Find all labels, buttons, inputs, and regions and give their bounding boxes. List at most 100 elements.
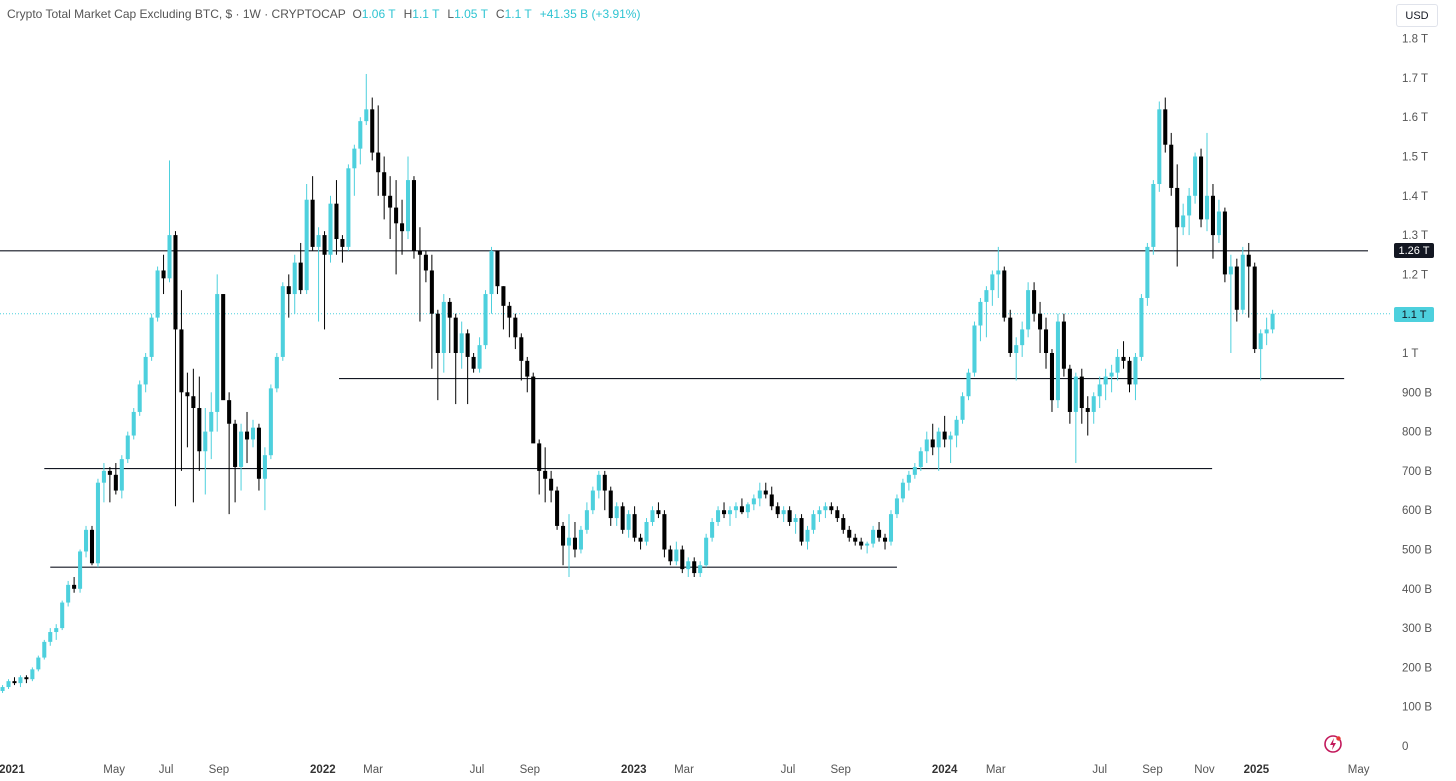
time-tick-label: Sep (830, 764, 850, 776)
candle-body (692, 561, 697, 574)
candle (638, 533, 643, 550)
candle-body (1103, 376, 1108, 385)
candle-body (215, 294, 220, 412)
candle (650, 506, 655, 526)
candle-body (161, 270, 166, 279)
candle (805, 525, 810, 550)
candle-body (930, 439, 935, 448)
open-value: 1.06 T (361, 7, 396, 21)
candle-body (310, 199, 315, 247)
candle-body (18, 677, 23, 684)
candle-body (36, 657, 41, 670)
candle (364, 73, 369, 126)
candle (113, 463, 118, 495)
candle (0, 685, 5, 693)
candle-body (668, 549, 673, 562)
candle (596, 470, 601, 499)
candle-body (996, 270, 1001, 275)
candle-body (632, 514, 637, 538)
candle-body (256, 427, 261, 479)
candle (763, 482, 768, 499)
candle (1246, 242, 1251, 318)
candle-body (859, 541, 864, 546)
candle-body (561, 525, 566, 546)
candle-body (1210, 195, 1215, 236)
candle (471, 353, 476, 373)
candle (817, 506, 822, 522)
candle-body (739, 506, 744, 513)
price-tick-label: 100 B (1402, 702, 1432, 714)
candle-body (674, 549, 679, 562)
candle (888, 510, 894, 546)
candle (954, 415, 959, 448)
candle (209, 392, 214, 460)
candle-body (853, 537, 858, 542)
candle (912, 463, 917, 479)
candle (1222, 207, 1227, 283)
price-tick-label: 1.3 T (1402, 230, 1428, 242)
candle (268, 384, 273, 460)
candle (787, 506, 792, 526)
close-label: C (495, 7, 505, 21)
price-tick-label: 1.2 T (1402, 269, 1428, 281)
currency-button[interactable]: USD (1396, 4, 1438, 27)
candle (590, 486, 595, 515)
candle-body (614, 506, 619, 519)
candle-body (1085, 408, 1090, 412)
candle-body (233, 423, 238, 467)
candle-body (942, 431, 947, 440)
time-tick-label: May (1348, 764, 1370, 776)
candle-body (30, 669, 35, 680)
candle (280, 282, 285, 361)
candle-body (89, 529, 95, 564)
candle-body (966, 372, 971, 397)
candle (441, 294, 446, 373)
candle-body (12, 681, 17, 684)
candle (1175, 164, 1180, 267)
candle-body (1246, 254, 1251, 267)
candle-body (763, 490, 768, 495)
candle (501, 286, 506, 330)
candle (930, 423, 935, 456)
candle (966, 368, 971, 401)
candle (680, 545, 685, 574)
candle-body (990, 274, 995, 291)
candle (757, 482, 762, 507)
candle-body (352, 148, 357, 169)
candle (775, 502, 780, 519)
candle (1121, 341, 1126, 369)
candle-body (650, 510, 655, 522)
time-tick-label: Sep (520, 764, 540, 776)
candle (221, 294, 226, 401)
candle (346, 164, 351, 251)
candle (727, 506, 733, 526)
candle-body (1264, 329, 1269, 334)
candle-body (745, 504, 750, 513)
time-tick-label: 2023 (621, 764, 647, 776)
candle-body (358, 121, 363, 149)
candle-body (459, 333, 464, 353)
candle (990, 270, 995, 306)
candle (1115, 349, 1120, 381)
candle-body (877, 529, 882, 538)
candle-body (417, 250, 422, 255)
candle (972, 321, 977, 377)
candle-body (1038, 313, 1043, 330)
candle (1043, 317, 1049, 369)
bolt-logo-icon[interactable] (1323, 734, 1343, 754)
candle-body (1097, 384, 1102, 397)
candle-body (948, 435, 953, 440)
candle-body (173, 235, 178, 330)
candle (906, 470, 911, 491)
candle (262, 447, 267, 511)
candle-body (769, 494, 774, 507)
high-value: 1.1 T (412, 7, 440, 21)
candle-body (543, 470, 548, 479)
candle (799, 514, 804, 546)
candle-body (54, 628, 59, 633)
candle (507, 301, 512, 338)
candle-body (48, 632, 53, 642)
candle-body (1049, 353, 1055, 401)
candle (54, 624, 59, 640)
